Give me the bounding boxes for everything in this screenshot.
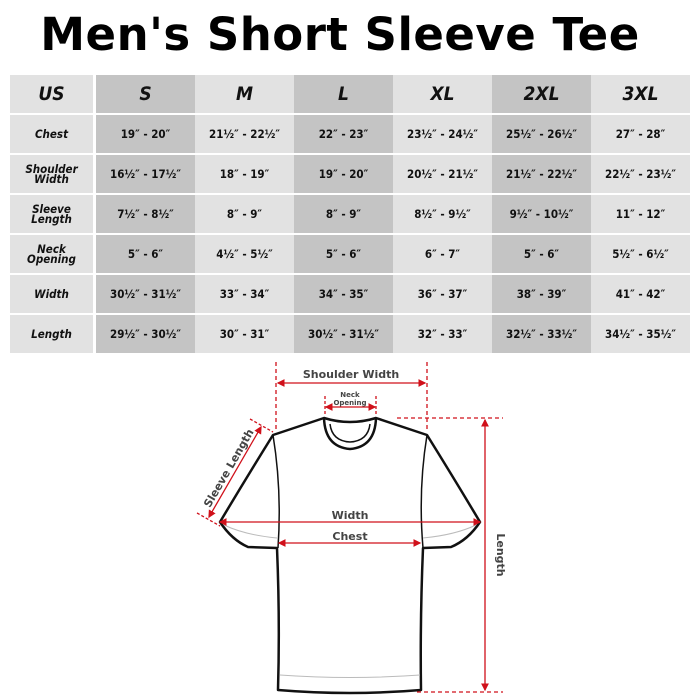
table-row: Chest 19″ - 20″ 21½″ - 22½″ 22″ - 23″ 23½″ -… <box>10 115 690 155</box>
size-chart-table: US S M L XL 2XL 3XL Chest 19″ - 20″ 21½″ - 22½″ 22… <box>10 75 690 355</box>
table-cell: 20½″ - 21½″ <box>393 155 492 195</box>
row-label: Neck Opening <box>10 235 96 275</box>
row-label-line: Neck <box>37 242 66 256</box>
header-row: US S M L XL 2XL 3XL <box>10 75 690 115</box>
table-cell: 36″ - 37″ <box>393 275 492 315</box>
length-label: Length <box>494 533 507 576</box>
table-cell: 23½″ - 24½″ <box>393 115 492 155</box>
table-cell: 4½″ - 5½″ <box>195 235 294 275</box>
table-cell: 21½″ - 22½″ <box>195 115 294 155</box>
table-cell: 21½″ - 22½″ <box>492 155 591 195</box>
table-cell: 22½″ - 23½″ <box>591 155 690 195</box>
row-label: Width <box>10 275 96 315</box>
table-cell: 25½″ - 26½″ <box>492 115 591 155</box>
size-header-2xl: 2XL <box>492 75 591 115</box>
size-header-m: M <box>195 75 294 115</box>
row-label-line: Chest <box>34 127 69 141</box>
table-cell: 16½″ - 17½″ <box>96 155 195 195</box>
table-cell: 30½″ - 31½″ <box>96 275 195 315</box>
width-label: Width <box>332 509 369 522</box>
row-label-line: Sleeve <box>32 202 71 216</box>
size-header-l: L <box>294 75 393 115</box>
table-cell: 30″ - 31″ <box>195 315 294 355</box>
chest-label: Chest <box>332 530 367 543</box>
table-cell: 19″ - 20″ <box>294 155 393 195</box>
table-cell: 9½″ - 10½″ <box>492 195 591 235</box>
row-label: Chest <box>10 115 96 155</box>
table-cell: 5″ - 6″ <box>96 235 195 275</box>
table-cell: 5½″ - 6½″ <box>591 235 690 275</box>
table-cell: 33″ - 34″ <box>195 275 294 315</box>
table-cell: 18″ - 19″ <box>195 155 294 195</box>
table-cell: 19″ - 20″ <box>96 115 195 155</box>
row-label-line: Shoulder <box>25 162 78 176</box>
table-cell: 5″ - 6″ <box>492 235 591 275</box>
table-cell: 41″ - 42″ <box>591 275 690 315</box>
size-header-xl: XL <box>393 75 492 115</box>
table-cell: 8½″ - 9½″ <box>393 195 492 235</box>
table-cell: 27″ - 28″ <box>591 115 690 155</box>
row-label-line: Length <box>31 327 72 341</box>
size-header-3xl: 3XL <box>591 75 690 115</box>
table-row: Length 29½″ - 30½″ 30″ - 31″ 30½″ - 31½″ 32″… <box>10 315 690 355</box>
table-cell: 8″ - 9″ <box>294 195 393 235</box>
row-label: Sleeve Length <box>10 195 96 235</box>
measurement-lines <box>196 362 503 693</box>
neck-opening-label-2: Opening <box>333 399 366 407</box>
page-title: Men's Short Sleeve Tee <box>40 8 640 61</box>
table-cell: 38″ - 39″ <box>492 275 591 315</box>
row-label: Shoulder Width <box>10 155 96 195</box>
table-cell: 8″ - 9″ <box>195 195 294 235</box>
neck-opening-label-1: Neck <box>340 391 360 399</box>
row-label: Length <box>10 315 96 355</box>
table-cell: 11″ - 12″ <box>591 195 690 235</box>
table-cell: 22″ - 23″ <box>294 115 393 155</box>
table-cell: 5″ - 6″ <box>294 235 393 275</box>
table-cell: 29½″ - 30½″ <box>96 315 195 355</box>
tee-shirt-outline <box>218 416 482 695</box>
table-cell: 6″ - 7″ <box>393 235 492 275</box>
table-cell: 32″ - 33″ <box>393 315 492 355</box>
table-row: Sleeve Length 7½″ - 8½″ 8″ - 9″ 8″ - 9″ 8½″ -… <box>10 195 690 235</box>
row-label-line: Width <box>34 172 69 186</box>
table-cell: 34½″ - 35½″ <box>591 315 690 355</box>
table-cell: 34″ - 35″ <box>294 275 393 315</box>
row-label-line: Opening <box>27 252 76 266</box>
table-row: Neck Opening 5″ - 6″ 4½″ - 5½″ 5″ - 6″ 6″ - 7… <box>10 235 690 275</box>
row-label-line: Length <box>31 212 72 226</box>
table-cell: 30½″ - 31½″ <box>294 315 393 355</box>
size-header-s: S <box>96 75 195 115</box>
corner-cell: US <box>10 75 96 115</box>
table-cell: 7½″ - 8½″ <box>96 195 195 235</box>
table-row: Width 30½″ - 31½″ 33″ - 34″ 34″ - 35″ 36″ - … <box>10 275 690 315</box>
table-row: Shoulder Width 16½″ - 17½″ 18″ - 19″ 19″ - 2… <box>10 155 690 195</box>
table-cell: 32½″ - 33½″ <box>492 315 591 355</box>
shoulder-width-label: Shoulder Width <box>303 368 399 381</box>
row-label-line: Width <box>34 287 69 301</box>
